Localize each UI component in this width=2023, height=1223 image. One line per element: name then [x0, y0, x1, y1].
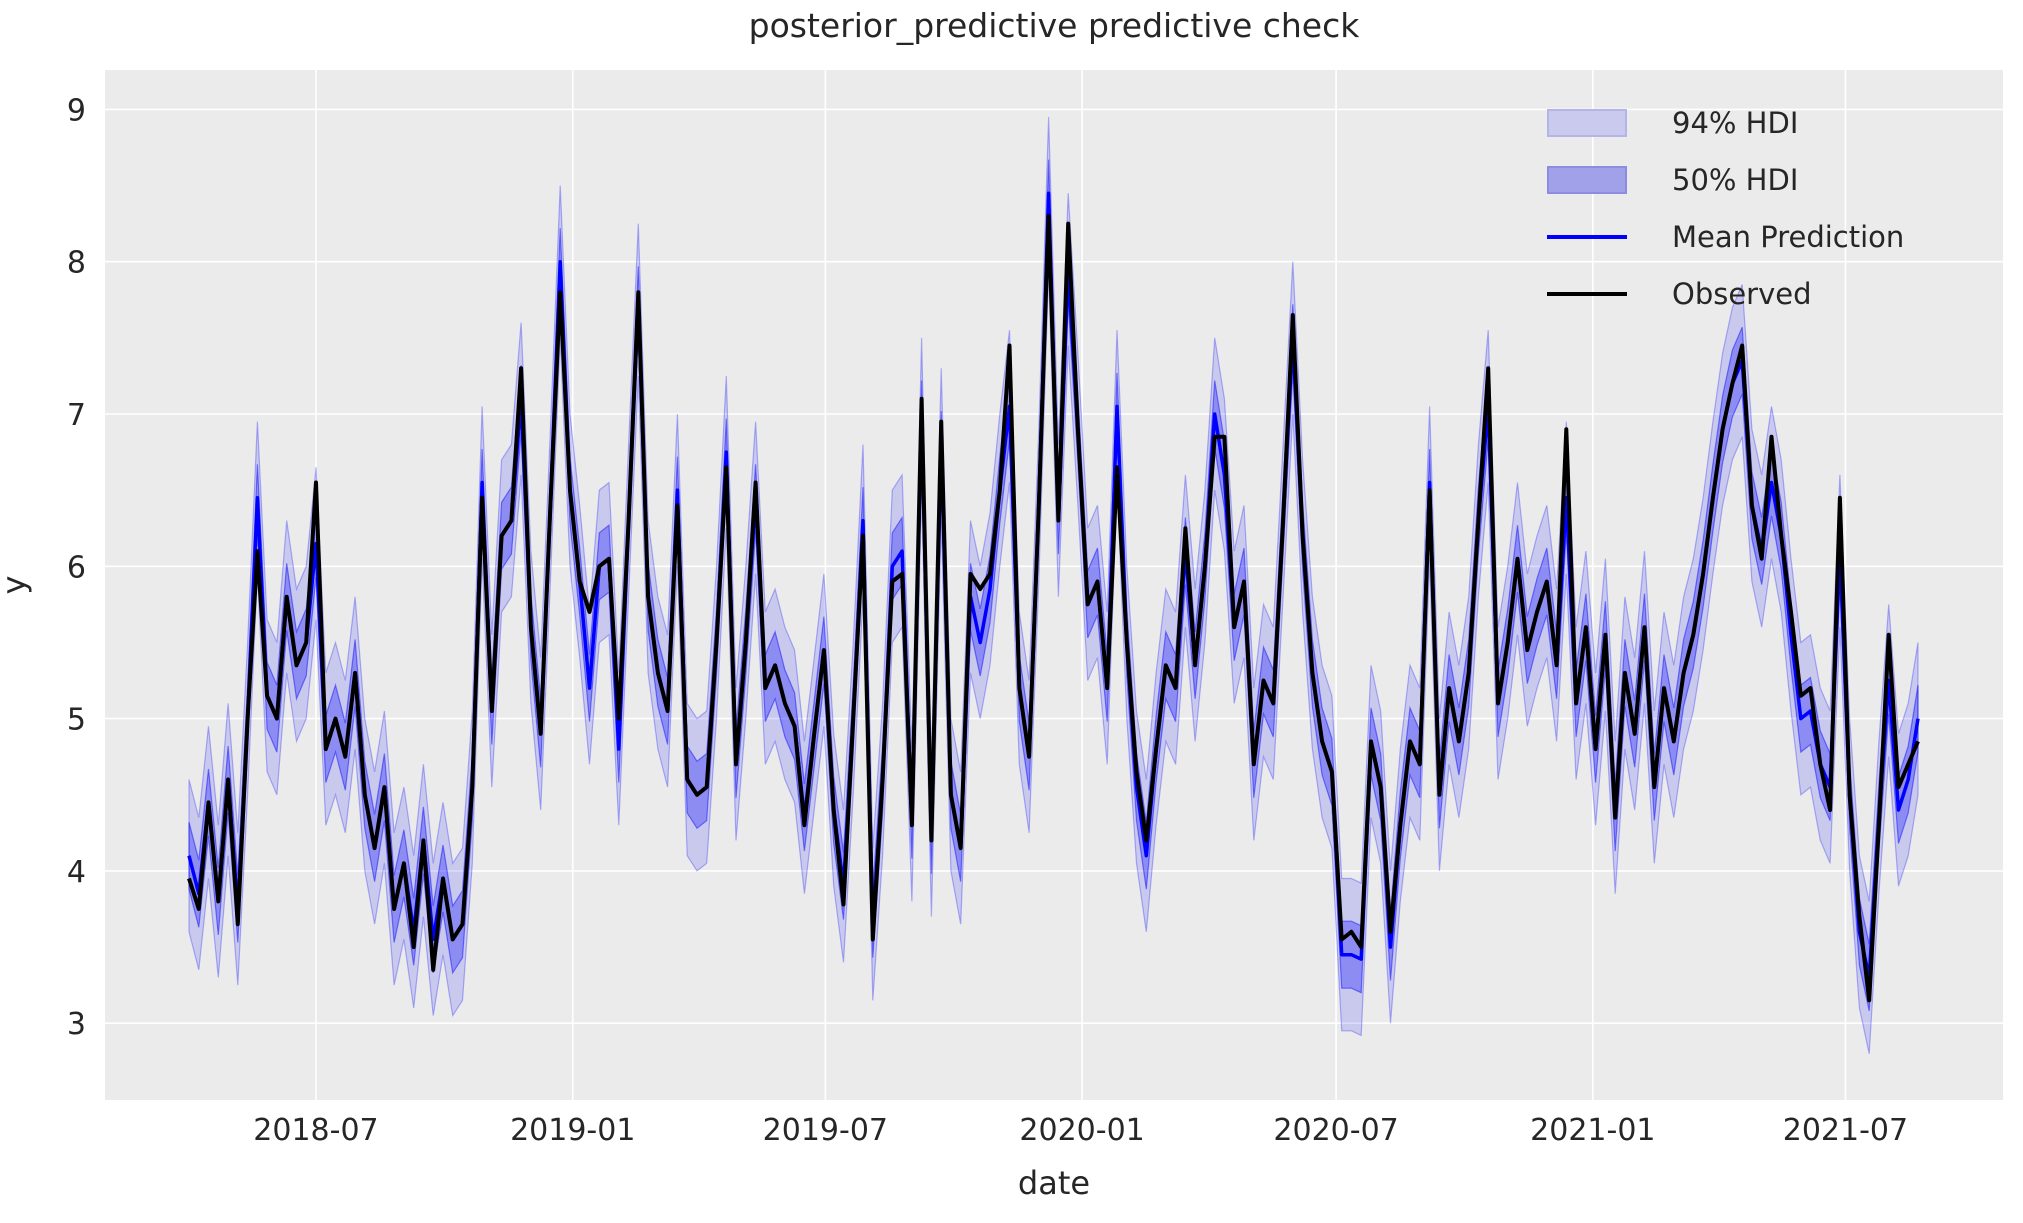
x-axis-label: date: [1017, 1164, 1091, 1202]
hdi-50-swatch: [1547, 165, 1627, 194]
x-tick-label: 2020-01: [1019, 1113, 1144, 1148]
y-tick-label: 3: [67, 1007, 86, 1042]
y-tick-label: 8: [67, 246, 86, 281]
y-tick-label: 5: [67, 703, 86, 738]
legend-item-50-hdi: 50% HDI: [1547, 151, 1904, 208]
y-axis-label: y: [0, 505, 33, 665]
y-tick-label: 9: [67, 93, 86, 128]
x-tick-label: 2019-07: [763, 1113, 888, 1148]
observed-line-swatch: [1547, 291, 1627, 296]
legend-label: 50% HDI: [1672, 162, 1799, 197]
mean-line-swatch: [1547, 234, 1627, 239]
x-tick-label: 2021-07: [1783, 1113, 1908, 1148]
legend: 94% HDI 50% HDI Mean Prediction Observed: [1547, 94, 1904, 322]
x-tick-label: 2020-07: [1273, 1113, 1398, 1148]
x-tick-label: 2019-01: [510, 1113, 635, 1148]
legend-item-94-hdi: 94% HDI: [1547, 94, 1904, 151]
legend-item-mean-prediction: Mean Prediction: [1547, 208, 1904, 265]
y-tick-label: 4: [67, 855, 86, 890]
legend-label: Observed: [1672, 276, 1812, 311]
legend-item-observed: Observed: [1547, 265, 1904, 322]
legend-label: 94% HDI: [1672, 105, 1799, 140]
y-tick-label: 6: [67, 550, 86, 585]
hdi-94-swatch: [1547, 108, 1627, 137]
legend-label: Mean Prediction: [1672, 219, 1905, 254]
page-title: posterior_predictive predictive check: [748, 6, 1360, 45]
y-tick-label: 7: [67, 398, 86, 433]
observed-line: [187, 214, 1920, 1003]
x-tick-label: 2021-01: [1530, 1113, 1655, 1148]
plot-background: [105, 70, 2003, 1100]
x-tick-label: 2018-07: [253, 1113, 378, 1148]
